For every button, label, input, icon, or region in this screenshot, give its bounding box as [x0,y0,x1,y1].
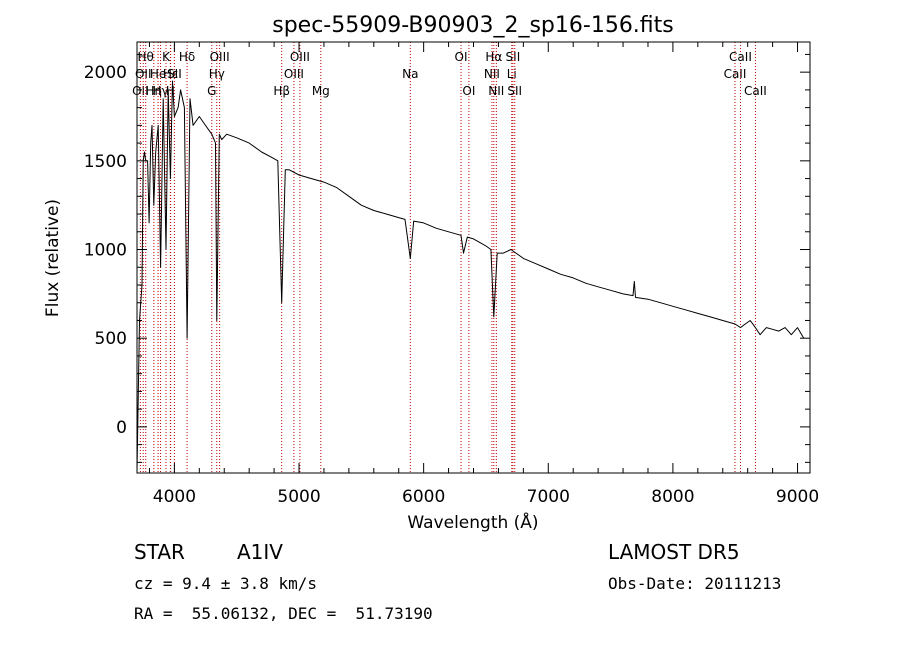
line-marker-label: Hα [485,50,502,64]
line-marker-label: CaII [724,67,747,81]
chart-title: spec-55909-B90903_2_sp16-156.fits [272,13,674,38]
line-marker-label: SII [167,67,182,81]
y-tick-label: 1000 [84,241,127,261]
spectral-line-markers: OIIOIIHθHηHeHγKHHεSIIHδGHγOIIIHβOIIIOIII… [132,42,767,473]
line-marker-label: NII [484,67,500,81]
line-marker-label: Mg [312,84,330,98]
line-marker-label: OIII [210,50,230,64]
plot-frame [136,41,811,474]
line-marker-label: OIII [284,67,304,81]
line-marker-label: K [162,50,171,64]
x-axis-label: Wavelength (Å) [407,511,538,533]
line-marker-label: Hδ [179,50,195,64]
line-marker-label: Hβ [273,84,290,98]
line-marker-label: CaII [729,50,752,64]
line-marker-label: OII [135,67,152,81]
observation-date: Obs-Date: 20111213 [608,574,782,593]
spectrum-line [136,80,805,472]
line-marker-label: He [150,67,166,81]
line-marker-label: OII [132,84,149,98]
spectrum-series [136,80,805,472]
line-marker-label: Hθ [138,50,154,64]
x-tick-label: 5000 [277,487,320,507]
spectral-subclass: A1IV [237,540,283,564]
y-axis-label: Flux (relative) [43,199,63,317]
line-marker-label: Hε [163,67,179,81]
line-marker-label: NII [488,84,504,98]
x-tick-label: 9000 [776,487,819,507]
line-marker-label: SII [506,50,521,64]
y-tick-label: 2000 [84,63,127,83]
line-marker-label: OIII [290,50,310,64]
x-tick-label: 8000 [651,487,694,507]
line-marker-label: G [207,84,216,98]
line-marker-label: CaII [744,84,767,98]
line-marker-label: Na [402,67,418,81]
line-marker-label: Hγ [152,84,168,98]
redshift-cz: cz = 9.4 ± 3.8 km/s [134,574,318,593]
line-marker-label: OI [455,50,468,64]
coordinates: RA = 55.06132, DEC = 51.73190 [134,604,433,623]
x-tick-label: 7000 [527,487,570,507]
y-axis-ticks: 0 500 1000 1500 2000 [84,53,810,463]
y-tick-label: 1500 [84,152,127,172]
y-tick-label: 500 [95,329,127,349]
x-tick-label: 6000 [402,487,445,507]
line-marker-label: OI [462,84,475,98]
y-tick-label: 0 [116,418,127,438]
line-marker-label: SII [507,84,522,98]
x-tick-label: 4000 [153,487,196,507]
survey-name: LAMOST DR5 [608,540,740,564]
line-marker-label: Hγ [209,67,225,81]
line-marker-label: Li [507,67,517,81]
object-class: STAR [134,540,185,564]
x-axis-ticks: 4000 5000 6000 7000 8000 9000 [148,42,819,507]
